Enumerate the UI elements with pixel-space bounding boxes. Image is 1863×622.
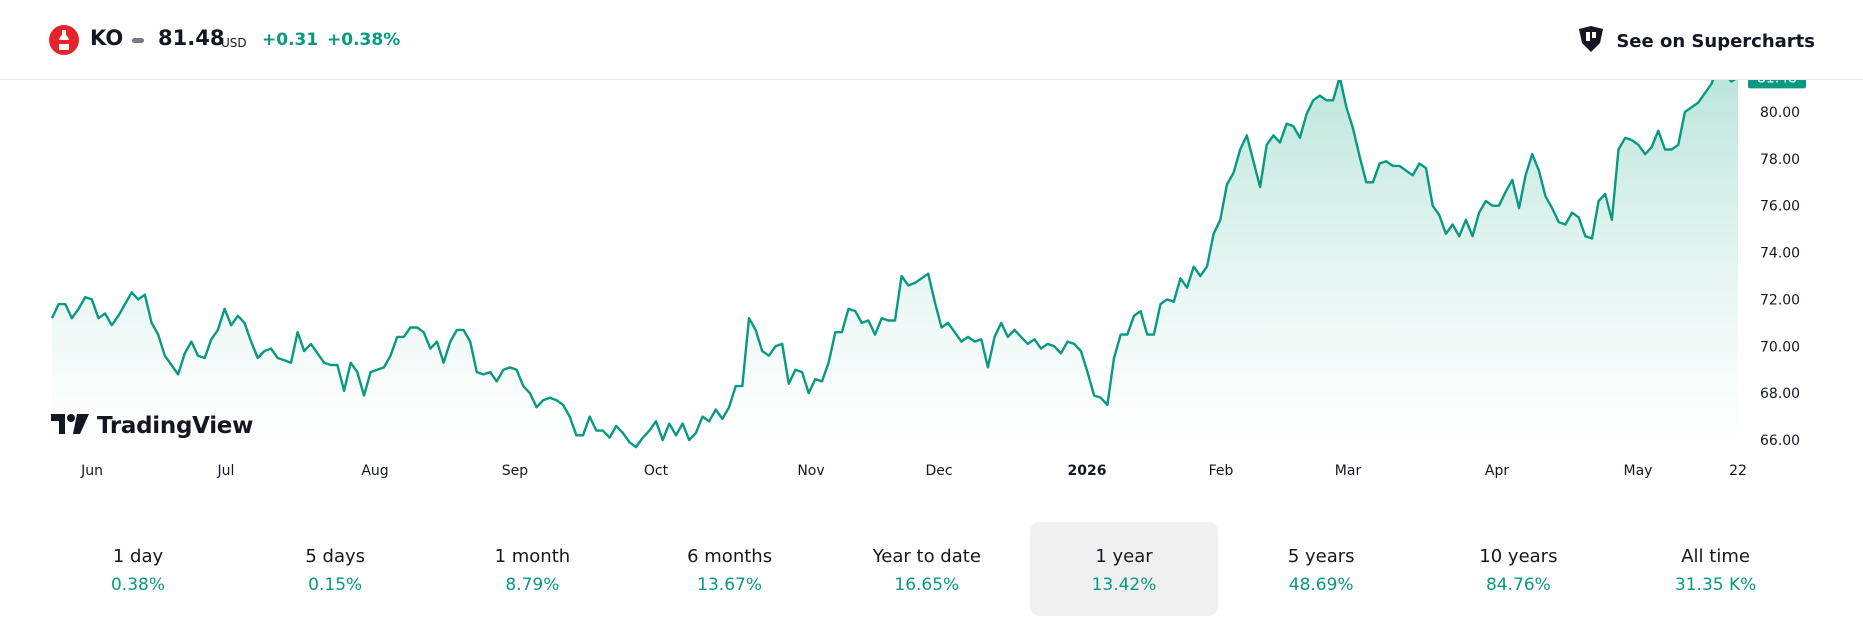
range-button-10-years[interactable]: 10 years 84.76% [1424, 522, 1612, 616]
tradingview-wordmark: TradingView [97, 413, 254, 439]
see-on-supercharts-label: See on Supercharts [1616, 30, 1815, 52]
x-tick-label: Apr [1485, 463, 1509, 479]
range-label: 6 months [687, 546, 773, 567]
x-tick-label: Sep [502, 463, 529, 479]
last-price-label: 81.48 [1757, 80, 1797, 86]
tradingview-watermark: TradingView [51, 413, 253, 439]
price-series-line [50, 80, 1736, 449]
range-label: All time [1681, 546, 1750, 567]
range-button-5-days[interactable]: 5 days 0.15% [241, 522, 429, 616]
x-tick-label: 2026 [1068, 463, 1107, 479]
symbol-ticker[interactable]: KO [90, 26, 124, 50]
price-chart[interactable]: 66.00 68.00 70.00 72.00 74.00 76.00 78.00 80.00… [0, 80, 1863, 490]
y-tick-label: 66.00 [1760, 433, 1800, 449]
range-label: 5 days [305, 546, 366, 567]
price-change: +0.31 [262, 30, 319, 50]
range-button-year-to-date[interactable]: Year to date 16.65% [833, 522, 1021, 616]
x-tick-label: Nov [797, 463, 824, 479]
range-label: 1 day [112, 546, 164, 567]
price-change-percent: +0.38% [327, 30, 401, 50]
range-change-value: 84.76% [1485, 575, 1551, 595]
x-tick-label: Dec [925, 463, 952, 479]
x-tick-label: 22 [1729, 463, 1747, 479]
range-button-6-months[interactable]: 6 months 13.67% [636, 522, 824, 616]
see-on-supercharts-button[interactable]: See on Supercharts [1576, 24, 1815, 58]
y-tick-label: 74.00 [1760, 246, 1800, 262]
range-change-value: 13.42% [1091, 575, 1157, 595]
x-tick-label: Mar [1335, 463, 1362, 479]
range-change-value: 8.79% [505, 575, 560, 595]
symbol-header: KO 81.48 USD +0.31 +0.38% See on Superch… [0, 0, 1863, 80]
range-button-1-year[interactable]: 1 year 13.42% [1030, 522, 1218, 616]
range-change-value: 13.67% [697, 575, 762, 595]
range-change-value: 0.38% [110, 575, 165, 595]
tradingview-crown-icon [1576, 24, 1606, 58]
current-price: 81.48 [158, 26, 225, 50]
x-tick-label: Aug [361, 463, 388, 479]
x-tick-label: May [1624, 463, 1653, 479]
tradingview-logo-icon [51, 414, 89, 438]
performance-range-selector: 1 day 0.38% 5 days 0.15% 1 month 8.79% 6 month… [46, 522, 1816, 616]
y-tick-label: 72.00 [1760, 292, 1800, 308]
range-button-5-years[interactable]: 5 years 48.69% [1227, 522, 1415, 616]
range-change-value: 48.69% [1288, 575, 1354, 595]
range-label: 5 years [1287, 546, 1355, 567]
y-tick-label: 70.00 [1760, 339, 1800, 355]
x-tick-label: Jun [80, 463, 103, 479]
x-tick-label: Jul [217, 463, 235, 479]
range-change-value: 16.65% [894, 575, 960, 595]
range-button-all-time[interactable]: All time 31.35 K% [1622, 522, 1810, 616]
last-price-badge [1748, 80, 1806, 89]
range-label: 1 month [494, 546, 571, 567]
range-label: Year to date [872, 546, 981, 567]
y-tick-label: 76.00 [1760, 199, 1800, 215]
x-tick-label: Feb [1209, 463, 1234, 479]
range-label: 10 years [1479, 546, 1558, 567]
range-label: 1 year [1095, 546, 1153, 567]
y-tick-label: 80.00 [1760, 105, 1800, 121]
y-tick-label: 68.00 [1760, 386, 1800, 402]
range-change-value: 31.35 K% [1674, 575, 1757, 595]
separator-dash [132, 38, 144, 43]
x-tick-label: Oct [644, 463, 669, 479]
currency-label: USD [221, 36, 247, 50]
range-change-value: 0.15% [308, 575, 363, 595]
range-button-1-day[interactable]: 1 day 0.38% [44, 522, 232, 616]
range-button-1-month[interactable]: 1 month 8.79% [438, 522, 626, 616]
coca-cola-bottle-icon [49, 25, 79, 55]
y-tick-label: 78.00 [1760, 152, 1800, 168]
price-area-fill [52, 80, 1738, 447]
